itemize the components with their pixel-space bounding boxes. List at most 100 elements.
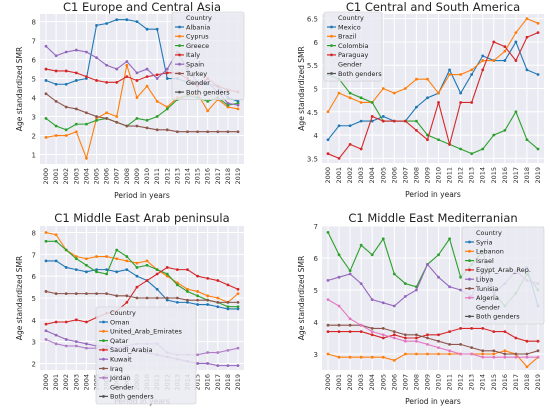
data-point bbox=[403, 339, 407, 343]
data-point bbox=[105, 63, 109, 67]
data-point bbox=[74, 122, 78, 126]
data-point bbox=[514, 31, 518, 35]
data-point bbox=[145, 126, 149, 130]
x-tick-label: 2005 bbox=[379, 167, 387, 184]
legend-marker bbox=[178, 34, 181, 38]
data-point bbox=[135, 296, 139, 300]
x-tick-label: 2010 bbox=[435, 167, 443, 184]
legend-entry: Jordan bbox=[109, 374, 131, 382]
legend-gender-title: Gender bbox=[110, 383, 134, 391]
legend-entry: Greece bbox=[186, 42, 209, 50]
y-tick-label: 3 bbox=[32, 339, 36, 347]
data-point bbox=[326, 231, 330, 234]
data-point bbox=[226, 130, 230, 134]
data-point bbox=[403, 333, 407, 337]
chart-panel-1: 1 2 3 4 5 6 7 8 2000 2001 2002 2003 2004 2005 2006 2007… bbox=[15, 0, 245, 200]
legend-entry: Israel bbox=[476, 257, 494, 265]
x-tick-label: 2019 bbox=[234, 168, 242, 185]
data-point bbox=[74, 255, 78, 258]
data-point bbox=[381, 333, 385, 337]
data-point bbox=[226, 300, 230, 304]
x-tick-label: 2008 bbox=[123, 168, 131, 185]
y-tick-label: 1 bbox=[32, 152, 36, 160]
y-axis-label: Age standardized SMR bbox=[297, 256, 306, 340]
legend-marker bbox=[468, 249, 471, 253]
data-point bbox=[54, 233, 58, 237]
data-point bbox=[216, 305, 220, 309]
data-point bbox=[437, 339, 440, 343]
data-point bbox=[186, 298, 189, 302]
legend-title: Country bbox=[186, 14, 212, 22]
data-point bbox=[359, 147, 363, 151]
series-line-greece bbox=[45, 95, 239, 131]
data-point bbox=[348, 96, 352, 100]
x-tick-label: 2013 bbox=[173, 168, 181, 185]
x-axis-label: Period in years bbox=[405, 397, 461, 406]
data-point bbox=[514, 59, 518, 62]
data-point bbox=[64, 105, 68, 109]
data-point bbox=[236, 103, 240, 107]
data-point bbox=[326, 352, 330, 356]
data-point bbox=[459, 101, 463, 104]
data-point bbox=[125, 255, 129, 258]
legend-title: Country bbox=[476, 229, 502, 237]
data-point bbox=[64, 128, 68, 132]
x-tick-label: 2017 bbox=[214, 374, 222, 391]
data-point bbox=[503, 355, 507, 359]
legend-entry: Albania bbox=[186, 23, 210, 31]
data-point bbox=[459, 147, 463, 151]
data-point bbox=[326, 110, 330, 114]
legend-box bbox=[323, 11, 383, 82]
x-tick-label: 2016 bbox=[204, 374, 212, 391]
data-point bbox=[381, 119, 385, 123]
data-point bbox=[536, 31, 540, 35]
data-point bbox=[326, 279, 330, 282]
data-point bbox=[155, 77, 159, 80]
data-point bbox=[481, 68, 485, 72]
data-point bbox=[337, 355, 341, 359]
data-point bbox=[196, 290, 199, 293]
data-point bbox=[44, 67, 48, 71]
data-point bbox=[54, 292, 58, 296]
x-tick-label: 2001 bbox=[335, 167, 343, 184]
y-tick-label: 6 bbox=[32, 57, 37, 65]
legend-entry: United_Arab_Emirates bbox=[110, 328, 183, 336]
x-tick-label: 2019 bbox=[234, 374, 242, 391]
data-point bbox=[525, 365, 529, 369]
data-point bbox=[459, 288, 463, 292]
x-tick-label: 2001 bbox=[335, 374, 343, 391]
x-tick-label: 2011 bbox=[446, 167, 454, 184]
chart-panel-3: 2345678200020012002200320042005200620072… bbox=[15, 211, 244, 406]
data-point bbox=[85, 292, 88, 296]
legend-marker bbox=[468, 259, 471, 262]
data-point bbox=[145, 27, 149, 31]
series-line-algeria bbox=[327, 299, 538, 358]
x-tick-label: 2015 bbox=[194, 374, 202, 391]
data-point bbox=[236, 287, 240, 291]
x-tick-label: 2019 bbox=[534, 167, 542, 184]
data-point bbox=[359, 101, 363, 104]
data-point bbox=[74, 130, 78, 134]
data-point bbox=[115, 120, 119, 124]
data-point bbox=[105, 272, 109, 276]
legend-marker bbox=[102, 329, 105, 333]
data-point bbox=[54, 259, 58, 263]
data-point bbox=[54, 342, 58, 346]
data-point bbox=[359, 119, 363, 123]
data-point bbox=[359, 96, 363, 100]
data-point bbox=[536, 339, 540, 343]
data-point bbox=[337, 330, 341, 333]
y-axis-label: Age standardized SMR bbox=[15, 47, 24, 131]
data-point bbox=[348, 330, 352, 333]
x-tick-label: 2003 bbox=[357, 167, 365, 184]
legend-marker bbox=[102, 376, 105, 380]
data-point bbox=[403, 282, 407, 285]
data-point bbox=[392, 336, 396, 340]
data-point bbox=[381, 87, 385, 90]
data-point bbox=[44, 44, 48, 48]
y-tick-label: 4 bbox=[314, 319, 319, 327]
x-tick-label: 2002 bbox=[346, 374, 354, 391]
data-point bbox=[105, 22, 109, 25]
